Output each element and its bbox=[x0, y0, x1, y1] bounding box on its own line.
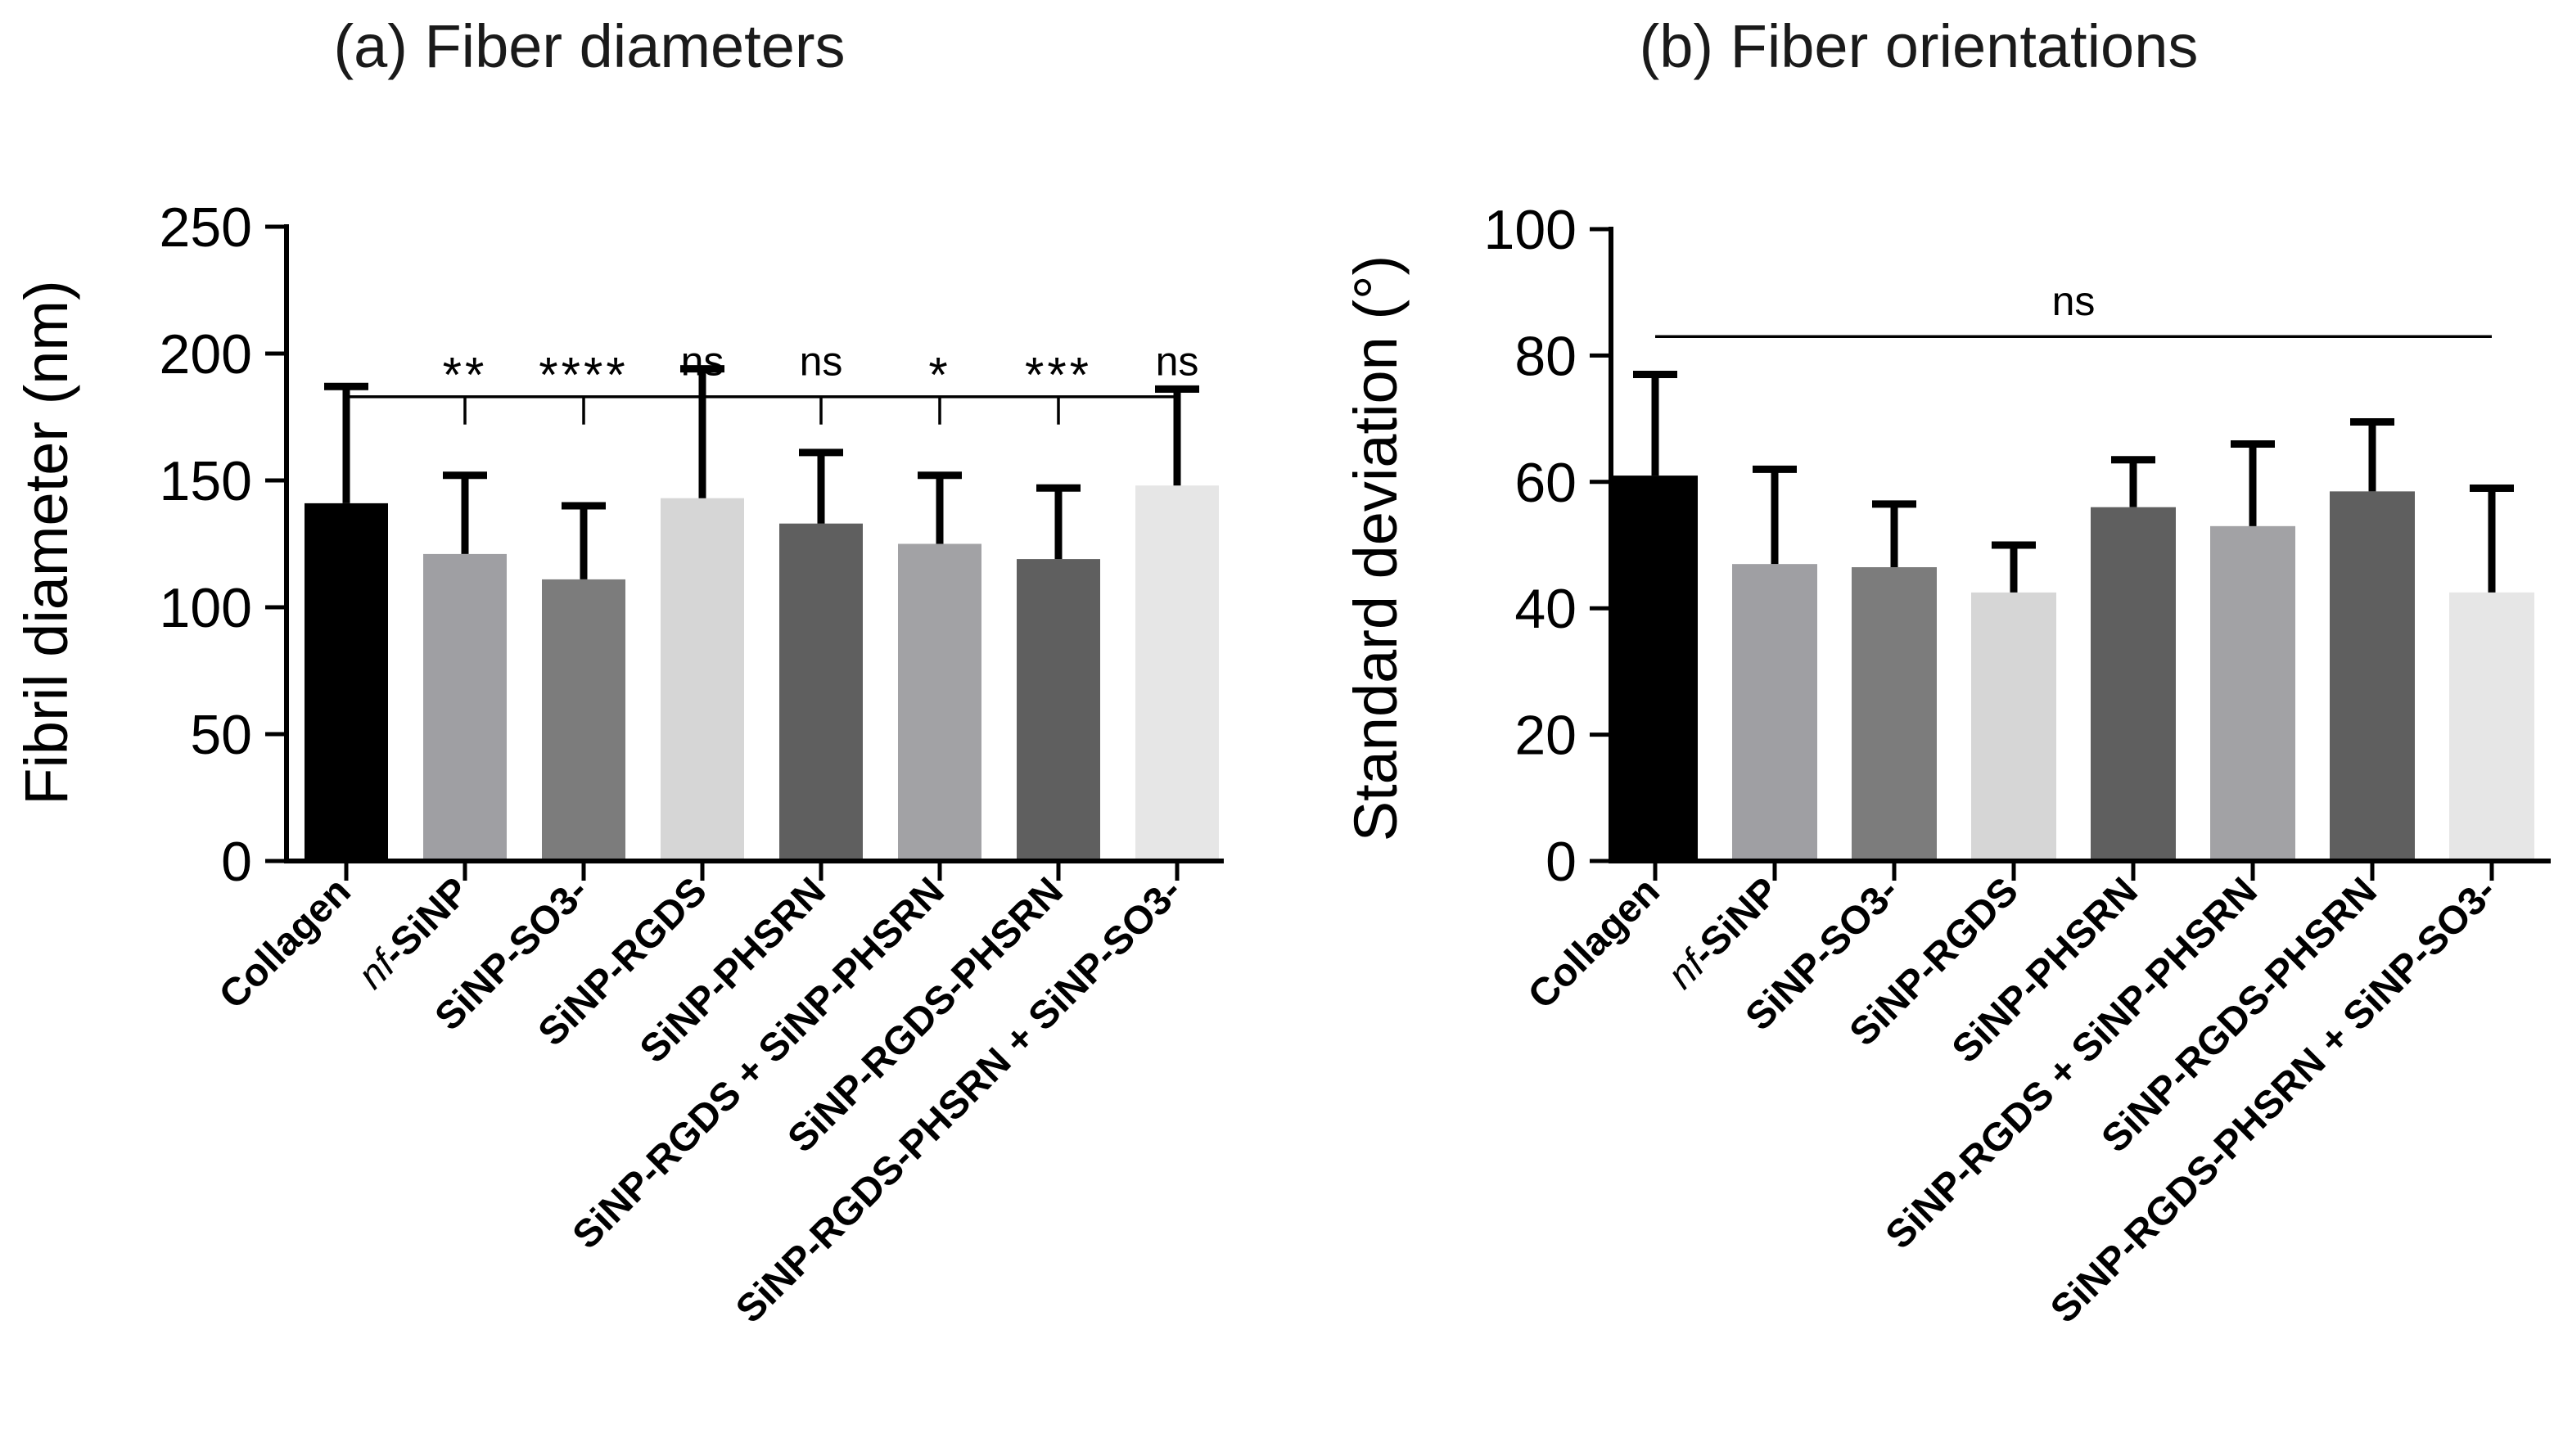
bar-b-2 bbox=[1852, 567, 1937, 861]
y-tick-label-b-0: 0 bbox=[1545, 831, 1577, 893]
bar-b-5 bbox=[2210, 525, 2295, 861]
bar-b-4 bbox=[2091, 507, 2176, 861]
y-tick-label-b-3: 60 bbox=[1514, 452, 1577, 514]
x-tick-label-text-b-1: -SiNP bbox=[1683, 869, 1788, 974]
y-tick-label-a-2: 100 bbox=[160, 577, 252, 639]
x-tick-label-a-7: SiNP-RGDS-PHSRN + SiNP-SO3- bbox=[728, 869, 1190, 1332]
bar-b-1 bbox=[1732, 564, 1817, 861]
bar-b-3 bbox=[1971, 592, 2056, 861]
bar-a-7 bbox=[1135, 485, 1219, 861]
bar-b-6 bbox=[2330, 491, 2415, 861]
y-tick-label-b-5: 100 bbox=[1484, 199, 1577, 261]
bar-b-7 bbox=[2449, 592, 2534, 861]
bar-b-0 bbox=[1613, 476, 1698, 861]
y-tick-label-a-1: 50 bbox=[190, 704, 252, 766]
y-tick-label-a-0: 0 bbox=[221, 831, 252, 893]
chart-a-title: (a) Fiber diameters bbox=[333, 12, 845, 80]
x-tick-label-text-b-0: Collagen bbox=[1520, 869, 1668, 1017]
bar-a-2 bbox=[542, 579, 625, 861]
chart-b-ylabel: Standard deviation (°) bbox=[1342, 255, 1410, 842]
significance-label-b: ns bbox=[2052, 278, 2096, 324]
chart-a: Collagennf-SiNPSiNP-SO3-SiNP-RGDSSiNP-PH… bbox=[160, 196, 1224, 1332]
bar-a-0 bbox=[305, 503, 388, 861]
bar-a-6 bbox=[1017, 559, 1100, 861]
bar-a-5 bbox=[898, 543, 981, 861]
significance-label-a-5: * bbox=[928, 348, 950, 403]
y-tick-label-b-4: 80 bbox=[1514, 325, 1577, 387]
significance-label-a-2: **** bbox=[539, 348, 628, 403]
y-tick-label-a-5: 250 bbox=[160, 196, 252, 259]
chart-b-title: (b) Fiber orientations bbox=[1640, 12, 2199, 80]
chart-b: Collagennf-SiNPSiNP-SO3-SiNP-RGDSSiNP-PH… bbox=[1484, 199, 2551, 1332]
x-tick-label-b-7: SiNP-RGDS-PHSRN + SiNP-SO3- bbox=[2042, 869, 2505, 1332]
y-tick-label-a-3: 150 bbox=[160, 450, 252, 512]
bar-a-4 bbox=[779, 523, 863, 861]
significance-label-a-7: ns bbox=[1156, 339, 1199, 385]
significance-label-a-4: ns bbox=[800, 339, 843, 385]
x-tick-label-b-0: Collagen bbox=[1520, 869, 1668, 1017]
y-tick-label-b-1: 20 bbox=[1514, 705, 1577, 767]
y-tick-label-a-4: 200 bbox=[160, 323, 252, 385]
x-tick-label-text-b-7: SiNP-RGDS-PHSRN + SiNP-SO3- bbox=[2042, 869, 2505, 1332]
bar-a-3 bbox=[661, 498, 744, 861]
significance-label-a-6: *** bbox=[1025, 348, 1092, 403]
significance-label-a-3: ns bbox=[681, 339, 724, 385]
x-tick-label-text-a-1: -SiNP bbox=[373, 869, 478, 974]
y-tick-label-b-2: 40 bbox=[1514, 578, 1577, 640]
significance-label-a-1: ** bbox=[443, 348, 488, 403]
chart-a-ylabel: Fibril diameter (nm) bbox=[12, 280, 80, 805]
x-tick-label-text-a-7: SiNP-RGDS-PHSRN + SiNP-SO3- bbox=[728, 869, 1190, 1332]
bar-a-1 bbox=[423, 553, 507, 861]
